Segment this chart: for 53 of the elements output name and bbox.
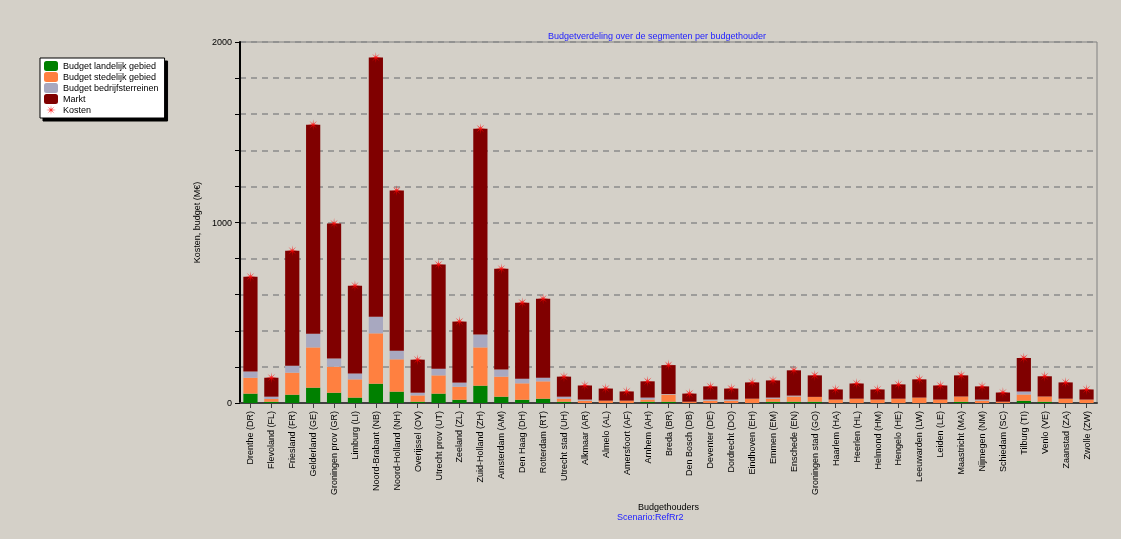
x-tick-label: Zaanstad (ZA)	[1060, 411, 1071, 469]
chart-title: Budgetverdeling over de segmenten per budgethouder	[547, 30, 767, 41]
x-tick-label: Flevoland (FL)	[266, 411, 277, 470]
x-tick-label: Amersfoort (AF)	[621, 411, 632, 476]
x-tick-label: Alkmaar (AR)	[579, 411, 590, 466]
x-tick-label: Maastricht (MA)	[956, 411, 967, 475]
x-tick-label: Leeuwarden (LW)	[914, 411, 925, 482]
x-tick-label: Schiedam (SC)	[997, 411, 1008, 473]
x-tick-label: Zuid-Holland (ZH)	[475, 411, 486, 483]
x-tick-label: Den Bosch (DB)	[684, 411, 695, 477]
legend-label: Budget landelijk gebied	[63, 61, 157, 71]
x-tick-label: Amsterdam (AM)	[496, 411, 507, 480]
x-tick-label: Hengelo (HE)	[893, 411, 904, 466]
x-tick-label: Gelderland (GE)	[308, 411, 319, 477]
legend-label: Kosten	[63, 105, 92, 115]
legend-label: Budget bedrijfsterreinen	[63, 83, 159, 93]
x-tick-label: Zeeland (ZL)	[454, 411, 465, 463]
x-tick-label: Den Haag (DH)	[517, 411, 528, 474]
y-tick-label: 0	[226, 398, 232, 408]
y-tick-label: 1000	[211, 217, 232, 228]
x-tick-label: Tilburg (TI)	[1018, 411, 1029, 455]
legend-label: Markt	[63, 94, 86, 104]
x-tick-label: Venlo (VE)	[1039, 411, 1050, 455]
x-axis-title: Budgethouders	[637, 502, 700, 513]
x-tick-label: Eindhoven (EH)	[747, 411, 758, 475]
x-tick-label: Arnhem (AH)	[642, 411, 653, 464]
x-tick-label: Zwolle (ZW)	[1081, 411, 1092, 460]
x-tick-label: Overijssel (OV)	[412, 411, 423, 473]
x-tick-label: Haarlem (HA)	[830, 411, 841, 467]
x-tick-label: Heerlen (HL)	[851, 411, 862, 463]
y-axis-title: Kosten, budget (M€)	[191, 181, 202, 264]
x-tick-label: Rotterdam (RT)	[538, 411, 549, 474]
x-tick-label: Noord-Brabant (NB)	[370, 411, 381, 492]
legend-label: Budget stedelijk gebied	[63, 72, 157, 82]
text: Scenario:RefRr2	[617, 511, 684, 522]
x-tick-label: Drenthe (DR)	[245, 411, 256, 465]
x-tick-label: Almelo (AL)	[600, 411, 611, 459]
x-tick-label: Limburg (LI)	[349, 411, 360, 460]
x-tick-label: Enschede (EN)	[788, 411, 799, 473]
x-tick-label: Groningen prov (GR)	[329, 411, 340, 496]
x-tick-label: Noord-Holland (NH)	[391, 411, 402, 491]
y-tick-label: 2000	[211, 37, 232, 47]
x-tick-label: Groningen stad (GO)	[809, 411, 820, 496]
x-tick-label: Leiden (LE)	[935, 411, 946, 458]
x-tick-label: Helmond (HM)	[872, 411, 883, 470]
x-tick-label: Breda (BR)	[663, 411, 674, 457]
x-tick-label: Emmen (EM)	[768, 411, 779, 465]
x-tick-label: Dordrecht (DO)	[726, 411, 737, 473]
x-tick-label: Friesland (FR)	[287, 411, 298, 469]
x-tick-label: Nijmegen (NM)	[977, 411, 988, 472]
x-tick-label: Utrecht stad (UH)	[558, 411, 569, 482]
x-tick-label: Utrecht prov (UT)	[433, 411, 444, 481]
x-tick-label: Deventer (DE)	[705, 411, 716, 469]
